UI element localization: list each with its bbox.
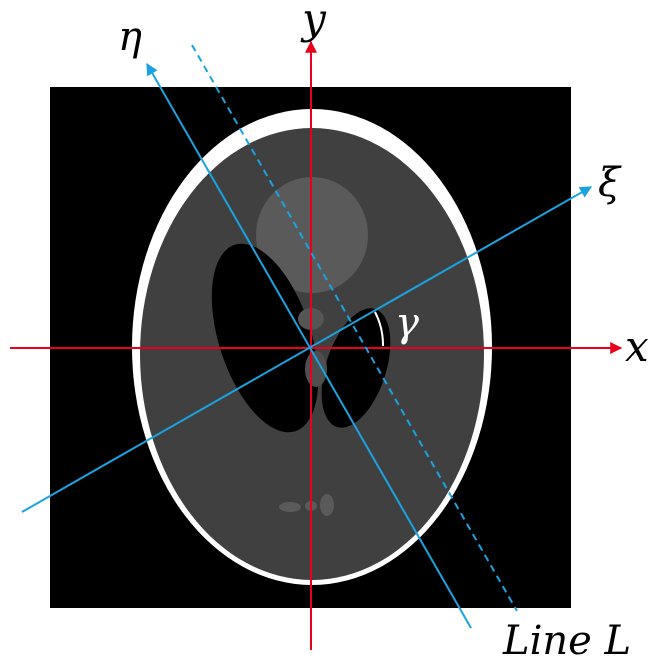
- gamma-angle-arc: [374, 311, 385, 347]
- gamma-angle-label: γ: [395, 300, 419, 346]
- y-axis-label: y: [300, 0, 327, 43]
- eta-axis-line: [146, 62, 472, 629]
- eta-axis-label: η: [118, 14, 142, 60]
- xi-axis-line: [21, 186, 593, 513]
- x-axis-label: x: [625, 322, 649, 371]
- left-ventricle: [211, 243, 319, 433]
- small-blob-3: [320, 494, 334, 516]
- xi-axis-label: ξ: [598, 160, 622, 206]
- line-l-dashed: [191, 44, 518, 612]
- small-blob-1: [279, 502, 301, 512]
- line-l-label: Line L: [502, 618, 631, 664]
